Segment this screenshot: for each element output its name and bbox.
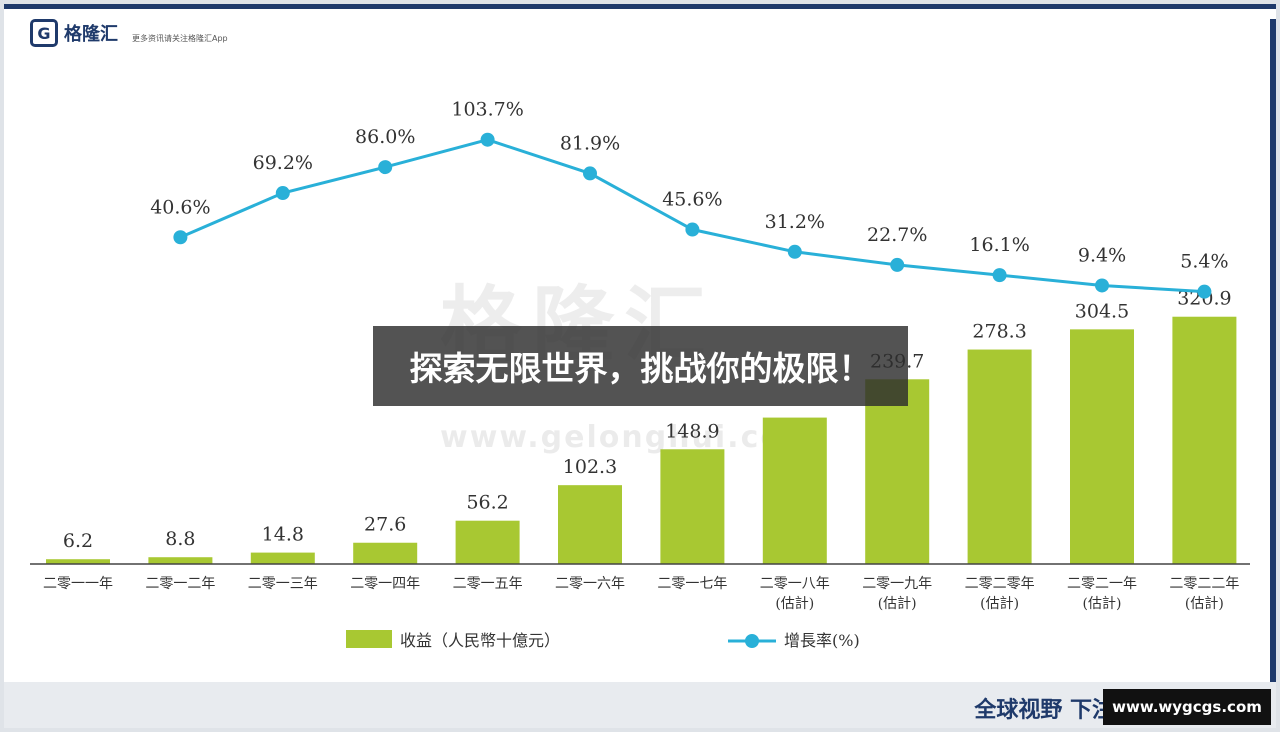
line-series — [173, 132, 1212, 299]
x-tick-2: 二零一三年 — [248, 576, 318, 592]
legend: 收益（人民幣十億元） 增長率(%) — [346, 630, 860, 650]
x-tick-8: 二零一九年 — [862, 576, 932, 592]
bar-label-5: 102.3 — [563, 456, 617, 478]
bar-1 — [148, 557, 213, 564]
x-tick-11-sub: (估計) — [1185, 596, 1224, 612]
x-tick-3: 二零一四年 — [350, 576, 420, 592]
growth-label-6: 45.6% — [662, 189, 722, 211]
logo-text: 格隆汇 — [64, 24, 118, 45]
x-tick-10-sub: (估計) — [1083, 596, 1122, 612]
bar-5 — [558, 485, 622, 564]
bar-10 — [1070, 329, 1134, 564]
right-accent-bar — [1270, 19, 1276, 709]
x-tick-6: 二零一七年 — [657, 576, 727, 592]
bar-label-3: 27.6 — [364, 514, 406, 536]
footer-bar — [4, 682, 1276, 728]
growth-label-8: 22.7% — [867, 224, 927, 246]
growth-point-2 — [275, 186, 290, 201]
bar-9 — [967, 349, 1032, 564]
growth-point-11 — [1197, 284, 1212, 299]
bar-8 — [865, 379, 930, 564]
growth-point-5 — [583, 166, 597, 181]
chart-frame: G 格隆汇 更多资讯请关注格隆汇App 全球视野 下注中国 — [4, 4, 1276, 728]
growth-label-7: 31.2% — [765, 211, 825, 233]
logo-subtitle: 更多资讯请关注格隆汇App — [132, 33, 228, 43]
x-tick-9-sub: (估計) — [980, 596, 1019, 612]
x-tick-11: 二零二二年 — [1169, 576, 1239, 592]
bar-label-1: 8.8 — [165, 528, 195, 550]
growth-point-7 — [787, 244, 802, 259]
bar-label-6: 148.9 — [665, 420, 719, 442]
growth-label-10: 9.4% — [1078, 244, 1126, 266]
bar-7 — [762, 417, 827, 564]
bar-6 — [660, 449, 725, 564]
bar-11 — [1172, 316, 1237, 564]
growth-point-6 — [685, 222, 700, 237]
x-tick-5: 二零一六年 — [555, 576, 625, 592]
growth-label-9: 16.1% — [969, 234, 1029, 256]
bar-label-0: 6.2 — [63, 530, 93, 552]
bar-series — [46, 316, 1237, 564]
growth-point-1 — [173, 230, 188, 245]
growth-label-1: 40.6% — [150, 196, 210, 218]
url-badge[interactable]: www.wygcgs.com — [1103, 689, 1271, 725]
x-tick-8-sub: (估計) — [878, 596, 917, 612]
line-value-labels: 40.6% 69.2% 86.0% 103.7% 81.9% 45.6% 31.2% 22.7… — [150, 99, 1228, 273]
bar-2 — [250, 552, 315, 564]
growth-point-4 — [480, 132, 495, 147]
growth-point-3 — [378, 160, 393, 175]
growth-label-4: 103.7% — [451, 99, 523, 121]
growth-point-8 — [890, 257, 905, 272]
x-tick-9: 二零二零年 — [965, 576, 1035, 592]
growth-label-5: 81.9% — [560, 132, 620, 154]
x-axis-ticks: 二零一一年 二零一二年 二零一三年 二零一四年 二零一五年 二零一六年 二零一七年 二零一八年… — [30, 563, 1250, 612]
watermark-url: www.gelonghui.com — [440, 420, 817, 455]
overlay-banner: 探索无限世界，挑战你的极限！ — [373, 326, 908, 406]
growth-label-2: 69.2% — [253, 152, 313, 174]
bar-0 — [46, 559, 110, 564]
legend-line-label: 增長率(%) — [784, 631, 860, 650]
x-tick-4: 二零一五年 — [453, 576, 523, 592]
bar-3 — [353, 542, 418, 564]
x-tick-7: 二零一八年 — [760, 576, 830, 592]
growth-label-3: 86.0% — [355, 126, 415, 148]
logo-mark-icon: G — [30, 19, 58, 47]
x-tick-10: 二零二一年 — [1067, 576, 1137, 592]
bar-4 — [455, 520, 520, 564]
x-tick-0: 二零一一年 — [43, 576, 113, 592]
growth-point-9 — [992, 268, 1007, 283]
x-tick-1: 二零一二年 — [145, 576, 215, 592]
bar-label-4: 56.2 — [466, 492, 508, 514]
growth-point-10 — [1095, 278, 1109, 293]
bar-label-2: 14.8 — [262, 524, 304, 546]
legend-bar-label: 收益（人民幣十億元） — [400, 631, 560, 650]
growth-line — [179, 138, 1205, 294]
growth-label-11: 5.4% — [1180, 251, 1228, 273]
x-tick-7-sub: (估計) — [775, 596, 814, 612]
bar-label-11: 320.9 — [1177, 288, 1231, 310]
legend-line-marker — [745, 634, 759, 648]
bar-label-9: 278.3 — [972, 321, 1026, 343]
brand-logo: G 格隆汇 更多资讯请关注格隆汇App — [30, 17, 228, 49]
bar-label-10: 304.5 — [1075, 300, 1129, 322]
legend-bar-swatch — [346, 630, 392, 648]
